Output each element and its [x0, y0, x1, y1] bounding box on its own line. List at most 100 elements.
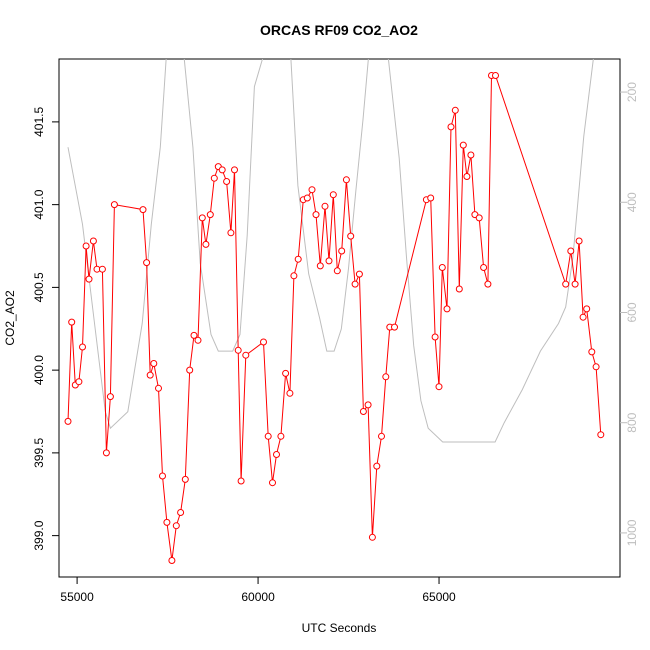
co2-data-point [282, 369, 290, 377]
co2-data-point [378, 432, 385, 440]
co2-data-point [308, 186, 316, 194]
co2-data-point [143, 259, 151, 267]
co2-series-line [67, 75, 602, 561]
co2-data-point [206, 211, 214, 219]
co2-data-point [159, 472, 166, 480]
co2-data-point [359, 408, 367, 415]
series-co2 [64, 72, 605, 564]
co2-data-point [85, 275, 93, 283]
co2-data-point [82, 242, 90, 250]
co2-data-point [234, 346, 242, 354]
y-tick-label: 399.5 [32, 438, 46, 468]
y-tick-label: 400.5 [32, 272, 46, 302]
co2-data-point [484, 280, 492, 288]
co2-data-point [579, 313, 587, 321]
x-tick-label: 65000 [422, 590, 456, 604]
co2-data-point [435, 383, 443, 391]
co2-data-point [347, 232, 355, 240]
co2-data-point [218, 166, 226, 174]
co2-data-point [355, 270, 363, 278]
co2-data-point [342, 176, 350, 184]
co2-data-point [227, 229, 235, 237]
x-tick-label: 60000 [241, 590, 275, 604]
co2-data-point [364, 401, 372, 409]
co2-data-point [368, 533, 376, 541]
co2-data-point [438, 264, 446, 271]
y2-tick-label: 200 [625, 82, 639, 102]
y2-tick-label: 800 [625, 412, 639, 432]
co2-data-point [382, 373, 390, 381]
co2-data-point [110, 201, 118, 209]
co2-data-point [79, 343, 86, 351]
co2-data-point [202, 240, 210, 248]
co2-data-point [102, 449, 110, 457]
co2-data-point [172, 522, 180, 530]
y-tick-label: 399.0 [32, 520, 46, 550]
y-axis-label: CO2_AO2 [3, 290, 17, 346]
co2-data-point [480, 264, 488, 271]
co2-data-point [139, 206, 147, 214]
co2-data-point [264, 432, 272, 440]
co2-data-point [260, 338, 267, 346]
co2-data-point [588, 348, 596, 356]
co2-data-point [75, 378, 83, 386]
secondary-y-axis: 200 400 600 800 1000 [620, 82, 639, 546]
y-tick-label: 401.0 [32, 189, 46, 219]
co2-data-point [583, 305, 591, 313]
x-tick-label: 55000 [60, 590, 94, 604]
co2-data-point [575, 237, 583, 245]
co2-data-point [431, 333, 439, 341]
co2-data-point [242, 351, 250, 359]
plot-frame [58, 58, 621, 578]
co2-data-point [325, 257, 333, 265]
co2-data-point [210, 174, 218, 182]
co2-data-point [451, 106, 459, 114]
co2-data-point [194, 336, 202, 344]
co2-data-point [269, 479, 276, 487]
co2-data-point [333, 267, 341, 275]
co2-data-point [467, 151, 475, 159]
y2-tick-label: 1000 [625, 519, 639, 546]
co2-data-point [475, 214, 483, 222]
co2-data-point [562, 280, 570, 288]
co2-data-point [321, 202, 329, 210]
y-tick-label: 400.0 [32, 355, 46, 385]
co2-data-point [571, 280, 579, 288]
co2-data-point [237, 477, 245, 485]
co2-data-point [181, 475, 189, 483]
co2-data-point [277, 432, 285, 440]
co2-data-point [303, 194, 311, 202]
x-axis-label: UTC Seconds [302, 621, 377, 635]
y2-tick-label: 600 [625, 302, 639, 322]
plot-area [64, 59, 605, 564]
co2-data-point [146, 371, 154, 379]
co2-data-point [163, 518, 171, 526]
co2-data-point [68, 318, 76, 326]
co2-data-point [290, 272, 298, 280]
co2-data-point [106, 393, 114, 401]
chart-title: ORCAS RF09 CO2_AO2 [260, 22, 418, 38]
secondary-series-line [67, 59, 594, 443]
y-tick-label: 401.5 [32, 107, 46, 137]
y-axis: 399.0 399.5 400.0 400.5 401.0 401.5 [32, 107, 59, 551]
co2-data-point [316, 262, 324, 270]
co2-data-point [190, 331, 198, 339]
co2-data-point [459, 141, 467, 149]
co2-data-point [329, 191, 337, 199]
co2-data-point [455, 285, 463, 293]
co2-data-point [273, 451, 280, 458]
co2-data-point [98, 265, 106, 273]
co2-data-point [443, 305, 451, 313]
co2-data-point [198, 214, 206, 222]
co2-data-point [567, 247, 575, 255]
co2-data-point [186, 366, 194, 374]
co2-data-point [463, 173, 471, 180]
co2-data-point [223, 178, 231, 185]
co2-data-point [286, 389, 294, 397]
co2-data-point [177, 509, 185, 516]
y2-tick-label: 400 [625, 192, 639, 212]
series-secondary [67, 59, 594, 443]
co2-data-point [338, 247, 346, 255]
co2-data-point [373, 462, 381, 470]
